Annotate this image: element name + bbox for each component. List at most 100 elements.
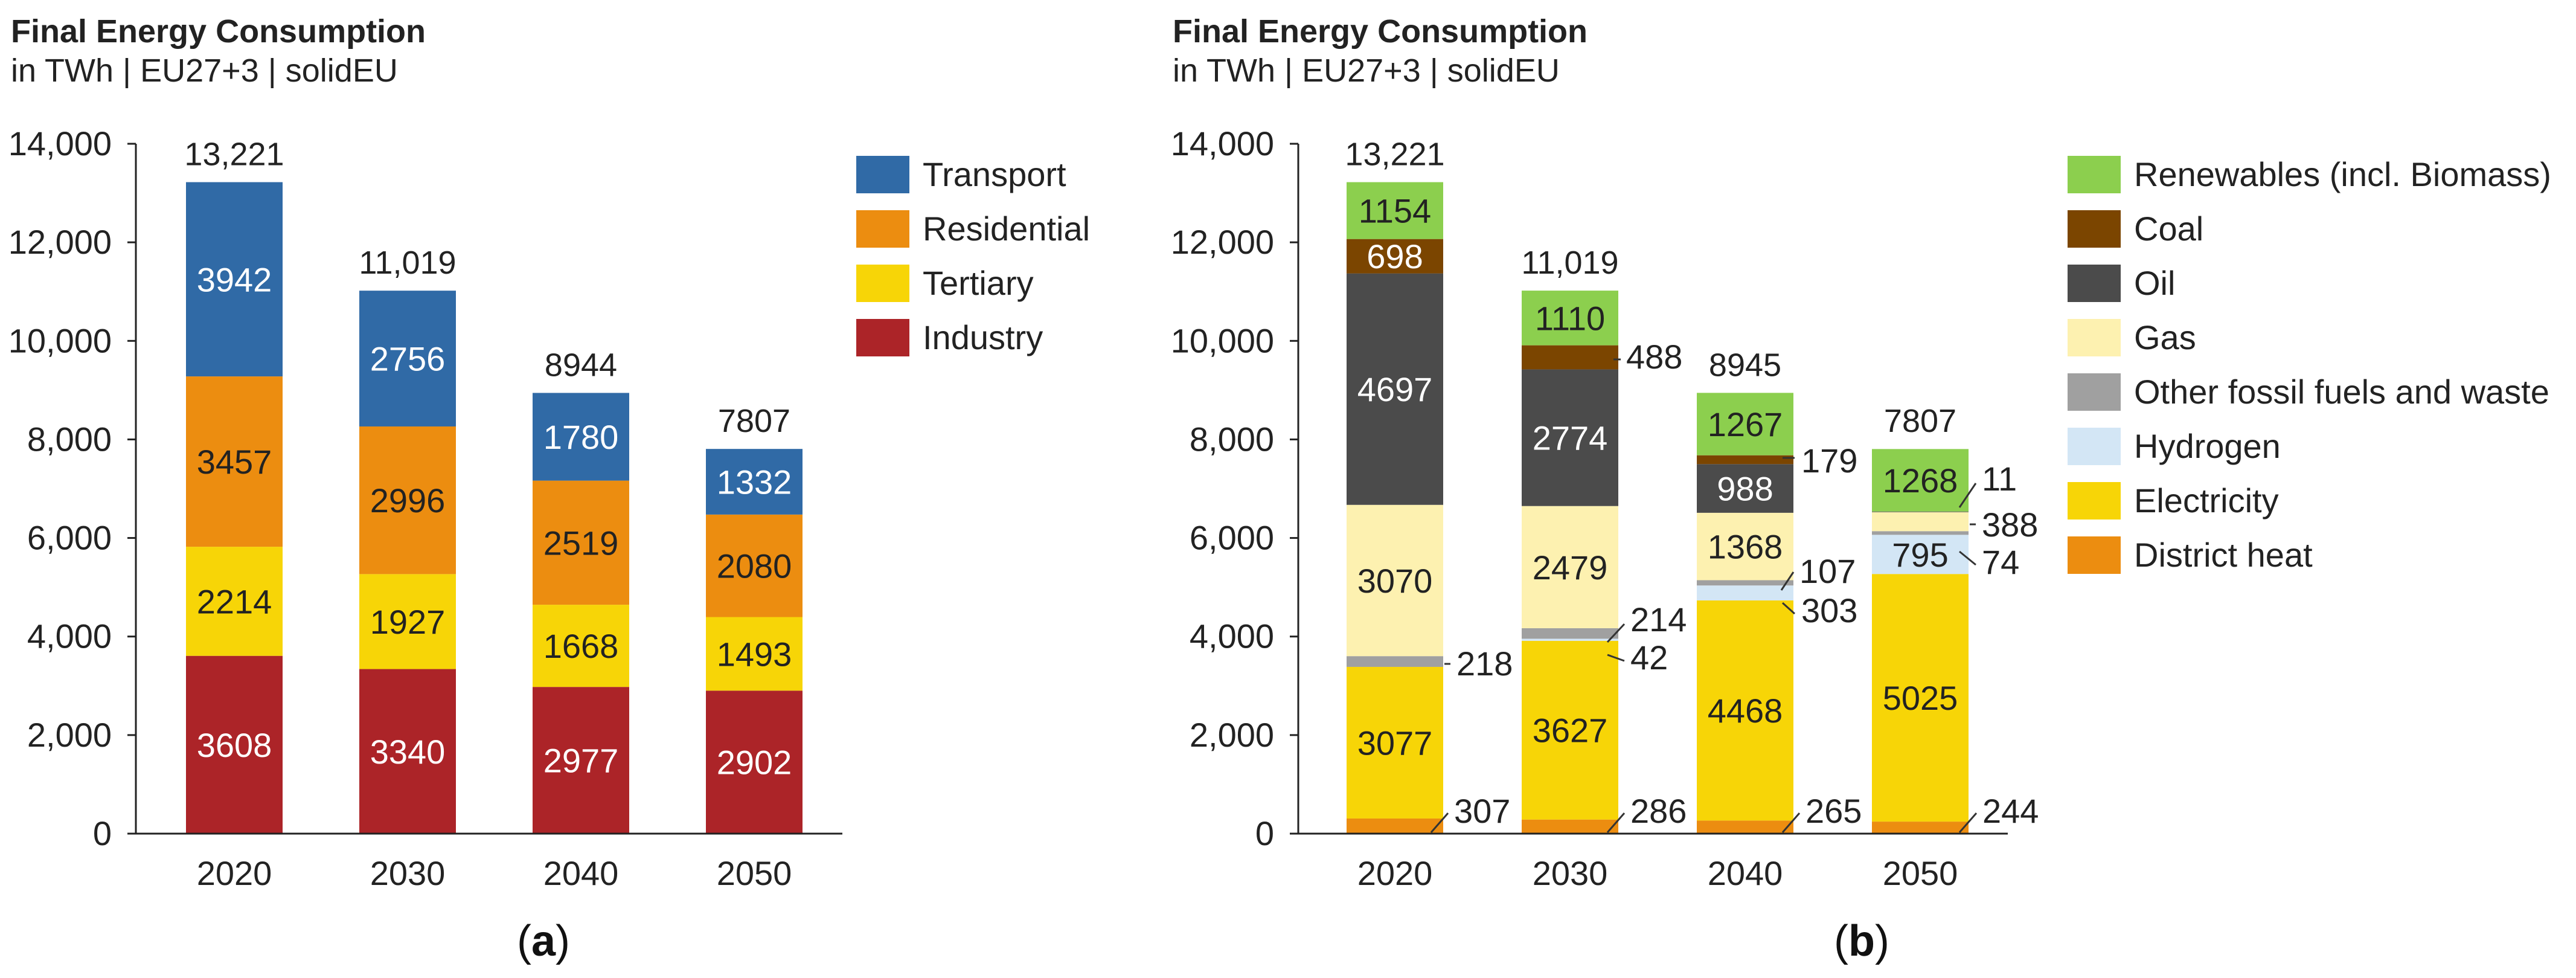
legend-swatch xyxy=(2068,428,2121,465)
bar-value-label: 2774 xyxy=(1533,419,1608,457)
y-tick-label: 6,000 xyxy=(1190,519,1274,557)
legend-swatch xyxy=(856,156,909,193)
bar-segment-oil xyxy=(1522,369,1618,506)
x-tick-label: 2030 xyxy=(1533,854,1608,892)
x-tick-label: 2050 xyxy=(1883,854,1958,892)
bar-segment-residential xyxy=(533,480,629,605)
bar-segment-electricity xyxy=(1522,640,1618,820)
bar-segment-other-fossil-fuels-and-waste xyxy=(1872,531,1969,535)
bar-value-label-outside: 286 xyxy=(1630,792,1687,830)
bar-value-label: 1332 xyxy=(717,463,792,501)
bar-value-label-outside: 214 xyxy=(1630,600,1687,639)
panel-label-close: ) xyxy=(1875,917,1889,965)
bar-total-label: 13,221 xyxy=(1345,137,1444,173)
bar-segment-electricity xyxy=(1872,574,1969,822)
bar-value-label: 1780 xyxy=(543,418,619,456)
bar-total-label: 7807 xyxy=(718,403,790,439)
bar-value-label-outside: 488 xyxy=(1626,338,1682,376)
leader-line xyxy=(1958,812,1978,833)
bar-segment-residential xyxy=(186,376,283,547)
y-tick-label: 10,000 xyxy=(8,321,112,359)
bar-segment-tertiary xyxy=(359,574,456,669)
bar-value-label: 795 xyxy=(1892,536,1948,574)
bar-segment-district-heat xyxy=(1872,822,1969,834)
leader-line xyxy=(1959,550,1976,566)
legend-label: Coal xyxy=(2134,210,2203,248)
legend: Renewables (incl. Biomass) Coal Oil Gas Othe… xyxy=(2068,155,2551,574)
bar-value-label: 1927 xyxy=(370,603,446,641)
bar-segment-transport xyxy=(359,291,456,426)
bar-segment-coal xyxy=(1347,239,1443,274)
legend-swatch xyxy=(2068,319,2121,356)
leader-line xyxy=(1781,812,1801,833)
y-tick-label: 8,000 xyxy=(1190,420,1274,458)
bar-total-label: 8944 xyxy=(545,347,617,383)
leader-line xyxy=(1606,812,1626,833)
legend-swatch xyxy=(856,319,909,356)
bar-value-label-outside: 74 xyxy=(1982,543,2019,581)
leader-line xyxy=(1430,812,1449,833)
bar-segment-coal xyxy=(1697,455,1793,465)
bar-value-label: 2756 xyxy=(370,340,446,378)
y-tick-label: 12,000 xyxy=(1171,223,1274,261)
y-tick-label: 4,000 xyxy=(27,617,112,655)
leader-line xyxy=(1958,483,1977,508)
bar-value-label: 1154 xyxy=(1359,192,1431,230)
bar-segment-district-heat xyxy=(1347,818,1443,834)
bar-value-label: 1368 xyxy=(1708,528,1783,566)
bar-value-label: 3942 xyxy=(197,260,272,298)
legend-label: District heat xyxy=(2134,536,2313,574)
bar-value-label-outside: 11 xyxy=(1982,460,2017,498)
bar-value-label-outside: 107 xyxy=(1799,552,1856,590)
legend-label: Oil xyxy=(2134,264,2175,302)
bar-value-label-outside: 265 xyxy=(1805,792,1862,830)
y-tick-label: 2,000 xyxy=(1190,716,1274,754)
bar-value-label: 3077 xyxy=(1357,724,1433,762)
bar-value-label: 1493 xyxy=(717,635,792,673)
bar-value-label: 1267 xyxy=(1708,405,1783,443)
bar-value-label: 2519 xyxy=(543,524,619,562)
bar-segment-district-heat xyxy=(1522,819,1618,834)
bar-segment-transport xyxy=(186,182,283,377)
bar-segment-gas xyxy=(1697,512,1793,581)
bar-value-label: 3627 xyxy=(1533,712,1608,750)
bar-value-label: 2479 xyxy=(1533,549,1608,587)
bar-segment-tertiary xyxy=(186,547,283,656)
bar-segment-transport xyxy=(706,449,803,515)
x-tick-label: 2040 xyxy=(1708,854,1783,892)
chart-title: Final Energy Consumption xyxy=(11,13,426,50)
bar-segment-industry xyxy=(706,690,803,834)
bar-total-label: 7807 xyxy=(1884,403,1956,439)
leader-line xyxy=(1781,602,1796,615)
bar-segment-gas xyxy=(1522,506,1618,628)
bar-value-label: 4468 xyxy=(1708,692,1783,730)
bar-value-label-outside: 388 xyxy=(1982,506,2038,544)
bar-segment-electricity xyxy=(1697,600,1793,821)
panel-label: (a) xyxy=(517,917,570,965)
bar-segment-other-fossil-fuels-and-waste xyxy=(1347,656,1443,667)
bar-segment-residential xyxy=(706,514,803,617)
bar-segment-gas xyxy=(1872,512,1969,532)
chart-subtitle: in TWh | EU27+3 | solidEU xyxy=(1173,53,1560,89)
y-tick-label: 14,000 xyxy=(8,124,112,162)
y-tick-label: 12,000 xyxy=(8,223,112,261)
panel-label-letter: b xyxy=(1848,917,1875,965)
bar-segment-tertiary xyxy=(706,617,803,691)
bar-value-label: 2080 xyxy=(717,547,792,585)
legend-swatch xyxy=(2068,482,2121,520)
bar-segment-hydrogen xyxy=(1522,639,1618,641)
leader-line xyxy=(1607,654,1625,662)
y-tick-label: 10,000 xyxy=(1171,321,1274,359)
y-tick-label: 0 xyxy=(93,814,112,852)
bar-segment-transport xyxy=(533,393,629,481)
bar-value-label: 1668 xyxy=(543,627,619,665)
bar-segment-renewables-incl-biomass- xyxy=(1697,393,1793,455)
bar-segment-industry xyxy=(186,655,283,834)
chart-title: Final Energy Consumption xyxy=(1173,13,1588,50)
legend-label: Other fossil fuels and waste xyxy=(2134,373,2549,411)
bar-value-label: 5025 xyxy=(1883,679,1958,717)
x-tick-label: 2050 xyxy=(717,854,792,892)
leader-line xyxy=(1606,623,1626,643)
